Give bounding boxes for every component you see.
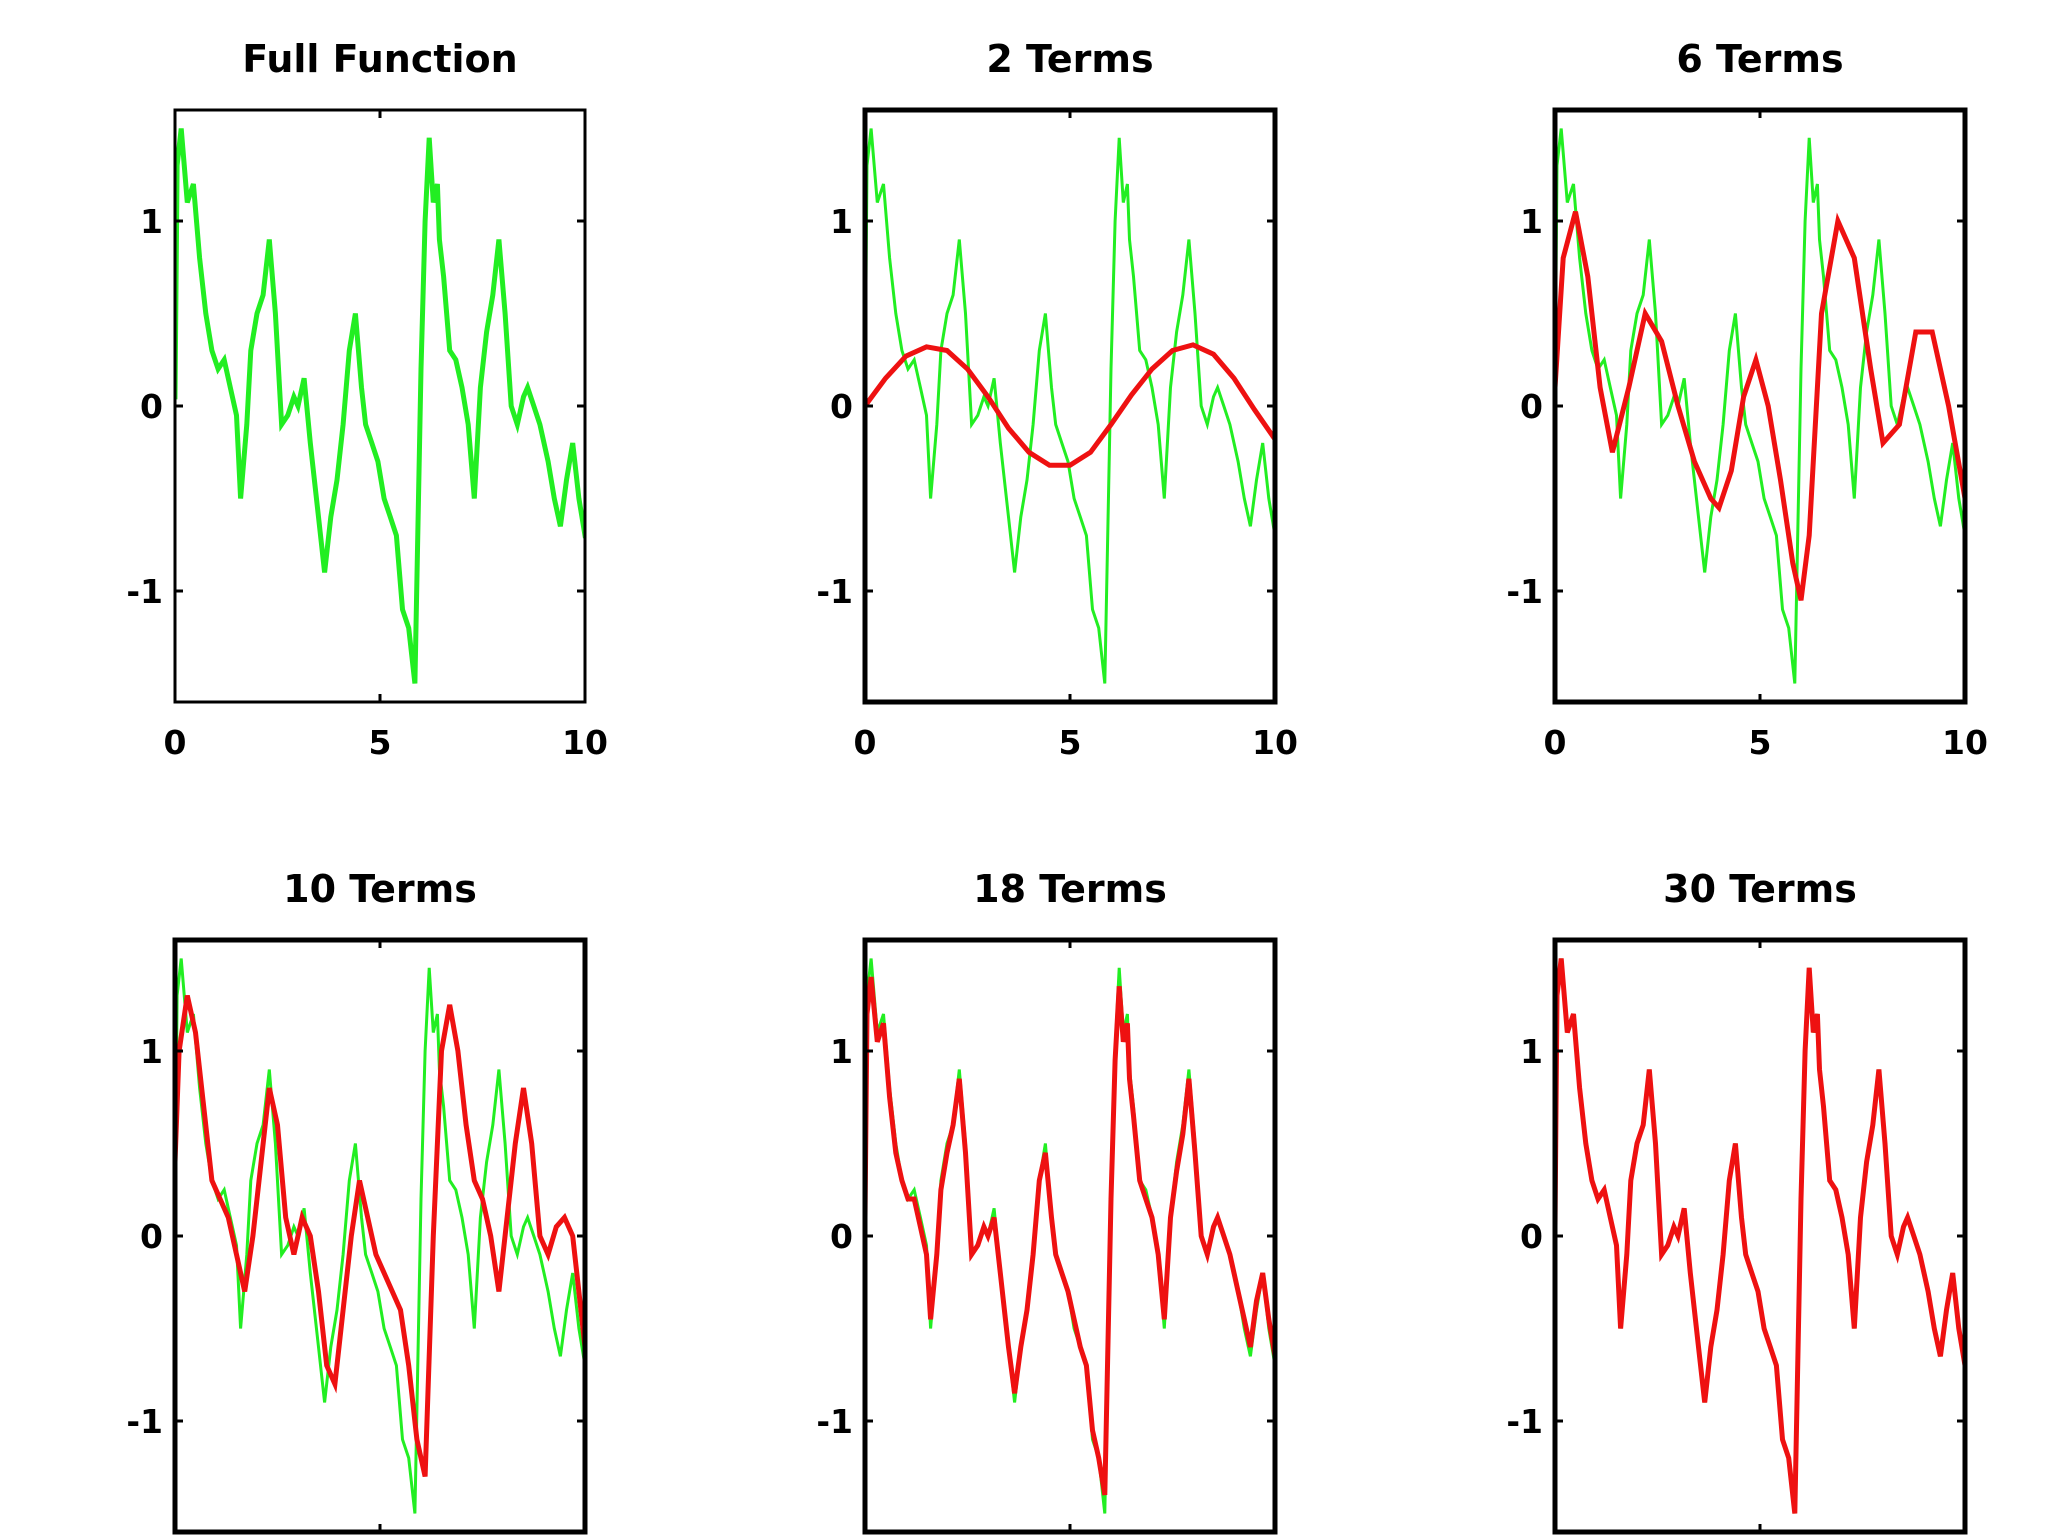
plot-area xyxy=(175,128,585,684)
y-tick-label: 0 xyxy=(1520,387,1543,426)
plot-area xyxy=(865,958,1275,1514)
full-function-series xyxy=(175,958,585,1514)
y-tick-label: 1 xyxy=(830,1032,853,1071)
plot-area xyxy=(1555,128,1965,684)
panel-title: Full Function xyxy=(242,37,517,81)
x-tick-label: 5 xyxy=(369,723,392,762)
y-tick-label: 1 xyxy=(140,1032,163,1071)
approximation-series xyxy=(175,994,585,1478)
chart-panel-4: -1 0 1 10 Terms xyxy=(126,867,588,1535)
y-tick-label: -1 xyxy=(126,572,163,611)
x-tick-label: 5 xyxy=(1749,723,1772,762)
x-tick-label: 10 xyxy=(562,723,608,762)
approximation-series xyxy=(865,342,1275,468)
plot-area xyxy=(175,958,585,1514)
approximation-series xyxy=(865,976,1275,1496)
y-tick-label: 0 xyxy=(140,1217,163,1256)
y-tick-label: -1 xyxy=(816,1402,853,1441)
x-tick-label: 0 xyxy=(854,723,877,762)
y-tick-label: -1 xyxy=(1506,1402,1543,1441)
chart-panel-6: -1 0 1 30 Terms xyxy=(1506,867,1968,1535)
y-tick-label: 1 xyxy=(830,202,853,241)
full-function-series xyxy=(1555,128,1965,684)
y-tick-label: 1 xyxy=(1520,1032,1543,1071)
x-tick-label: 10 xyxy=(1252,723,1298,762)
plot-area xyxy=(865,128,1275,684)
panel-title: 30 Terms xyxy=(1663,867,1857,911)
x-tick-label: 0 xyxy=(164,723,187,762)
x-tick-label: 10 xyxy=(1942,723,1988,762)
y-tick-label: -1 xyxy=(1506,572,1543,611)
panel-title: 18 Terms xyxy=(973,867,1167,911)
x-tick-label: 5 xyxy=(1059,723,1082,762)
x-tick-label: 0 xyxy=(1544,723,1567,762)
panel-title: 2 Terms xyxy=(986,37,1153,81)
y-tick-label: 1 xyxy=(140,202,163,241)
plot-area xyxy=(1555,958,1965,1514)
y-tick-label: 0 xyxy=(830,1217,853,1256)
chart-panel-5: -1 0 1 18 Terms xyxy=(816,867,1278,1535)
y-tick-label: 0 xyxy=(1520,1217,1543,1256)
panel-title: 10 Terms xyxy=(283,867,477,911)
approximation-series xyxy=(1555,958,1965,1514)
full-function-series xyxy=(865,128,1275,684)
y-tick-label: 0 xyxy=(830,387,853,426)
y-tick-label: 0 xyxy=(140,387,163,426)
full-function-series xyxy=(175,128,585,684)
y-tick-label: 1 xyxy=(1520,202,1543,241)
approximation-series xyxy=(1555,211,1965,601)
y-tick-label: -1 xyxy=(126,1402,163,1441)
panel-title: 6 Terms xyxy=(1676,37,1843,81)
y-tick-label: -1 xyxy=(816,572,853,611)
